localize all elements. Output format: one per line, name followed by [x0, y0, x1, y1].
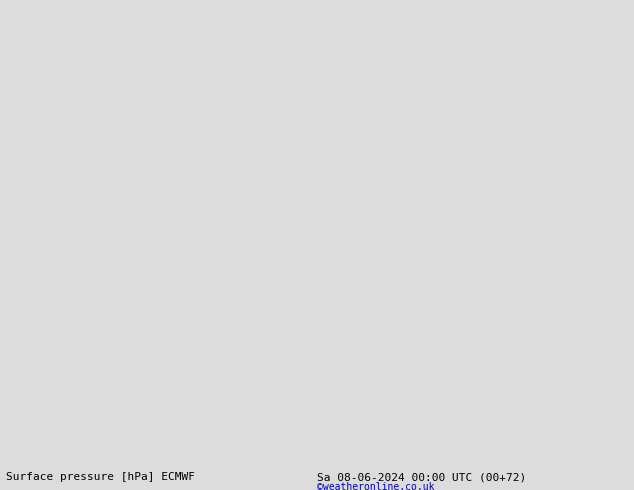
Text: ©weatheronline.co.uk: ©weatheronline.co.uk	[317, 482, 434, 490]
Text: Sa 08-06-2024 00:00 UTC (00+72): Sa 08-06-2024 00:00 UTC (00+72)	[317, 472, 526, 482]
Text: Surface pressure [hPa] ECMWF: Surface pressure [hPa] ECMWF	[6, 472, 195, 482]
